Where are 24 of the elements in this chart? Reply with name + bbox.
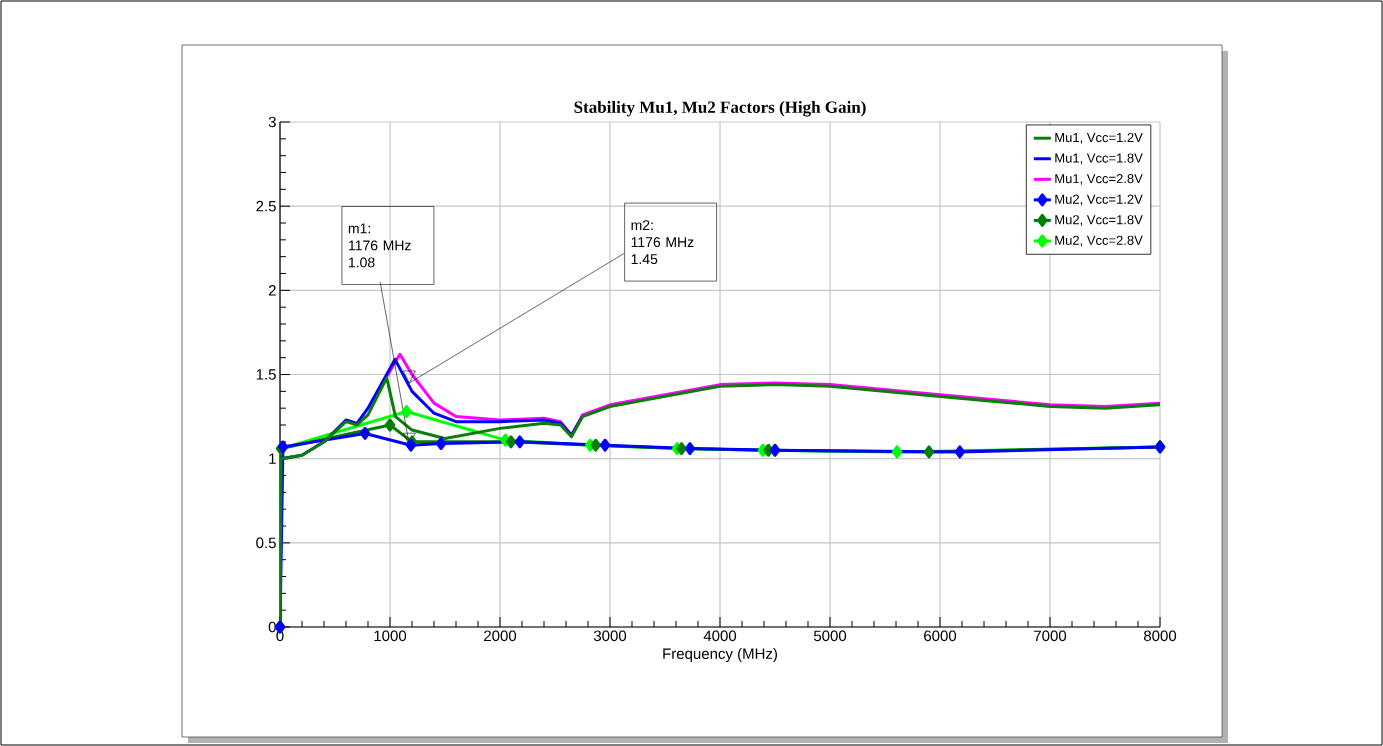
annotation: m1: 1176 MHz 1.08 bbox=[348, 223, 411, 268]
x-tick-label: 5000 bbox=[813, 630, 847, 642]
y-tick-label: 2 bbox=[268, 285, 276, 296]
legend-label: Mu1, Vcc=2.8V bbox=[1055, 174, 1143, 185]
x-tick-label: 8000 bbox=[1143, 630, 1177, 642]
x-tick-label: 6000 bbox=[924, 630, 957, 642]
x-tick-label: 1000 bbox=[374, 630, 407, 642]
y-tick-label: 1 bbox=[269, 453, 276, 464]
x-tick-label: 7000 bbox=[1034, 630, 1067, 642]
legend-label: Mu1, Vcc=1.8V bbox=[1055, 153, 1143, 165]
legend-label: Mu2, Vcc=1.2V bbox=[1055, 194, 1143, 206]
y-tick-label: 1.5 bbox=[256, 369, 276, 380]
legend-label: Mu2, Vcc=2.8V bbox=[1055, 235, 1143, 247]
legend-label: Mu1, Vcc=1.2V bbox=[1055, 132, 1143, 144]
x-tick-label: 2000 bbox=[484, 630, 517, 642]
legend-label: Mu2, Vcc=1.8V bbox=[1055, 215, 1143, 226]
y-tick-label: 2.5 bbox=[256, 200, 276, 212]
chart-title: Stability Mu1, Mu2 Factors (High Gain) bbox=[574, 100, 866, 117]
y-tick-label: 3 bbox=[268, 116, 276, 128]
x-tick-label: 3000 bbox=[593, 630, 627, 642]
y-tick-label: 0.5 bbox=[256, 537, 276, 549]
annotation: m2: 1176 MHz 1.45 bbox=[631, 220, 694, 265]
x-tick-label: 4000 bbox=[703, 630, 737, 642]
x-axis-title: Frequency (MHz) bbox=[663, 647, 777, 662]
